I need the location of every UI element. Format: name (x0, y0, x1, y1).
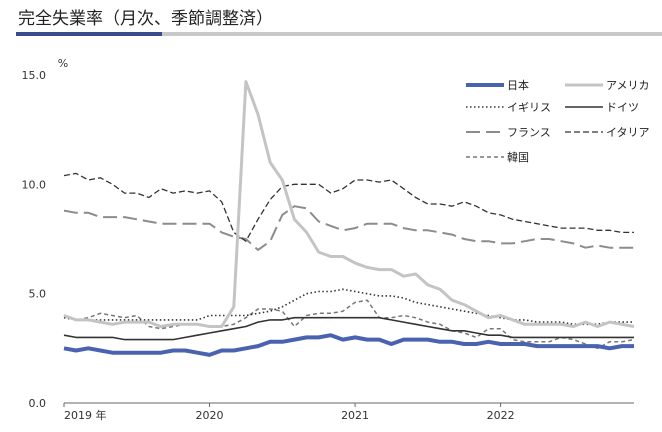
legend-label-5: イタリア (606, 126, 650, 139)
y-axis-unit: % (58, 57, 68, 70)
series-lines (63, 80, 635, 357)
series-line-5 (63, 172, 634, 242)
series-line-2 (63, 288, 634, 326)
y-tick-label: 10.0 (22, 178, 47, 191)
series-line-6 (63, 299, 635, 350)
series-line-0 (63, 333, 634, 357)
x-tick-label: 2020 (196, 409, 224, 422)
legend-label-4: フランス (507, 126, 551, 139)
legend-label-3: ドイツ (606, 101, 639, 114)
title-underline (16, 32, 662, 36)
title-underline-accent (16, 32, 162, 36)
legend-label-0: 日本 (507, 78, 529, 92)
axes: % 0.0 5.0 10.0 15.0 2019 年 2020 2021 2022 (22, 57, 634, 422)
chart-title: 完全失業率（月次、季節調整済） (18, 9, 273, 29)
x-tick-label: 2021 (341, 409, 369, 422)
legend-label-1: アメリカ (606, 79, 649, 92)
legend-label-2: イギリス (507, 101, 551, 114)
y-tick-label: 5.0 (29, 288, 47, 301)
title-underline-rest (162, 32, 662, 36)
x-tick-label: 2022 (487, 409, 515, 422)
series-line-1 (63, 80, 635, 328)
x-tick-label: 2019 年 (64, 408, 107, 422)
y-tick-label: 0.0 (29, 397, 47, 410)
series-line-3 (63, 316, 634, 341)
legend-label-6: 韓国 (507, 151, 529, 164)
y-tick-label: 15.0 (22, 69, 47, 82)
series-line-4 (63, 205, 634, 251)
